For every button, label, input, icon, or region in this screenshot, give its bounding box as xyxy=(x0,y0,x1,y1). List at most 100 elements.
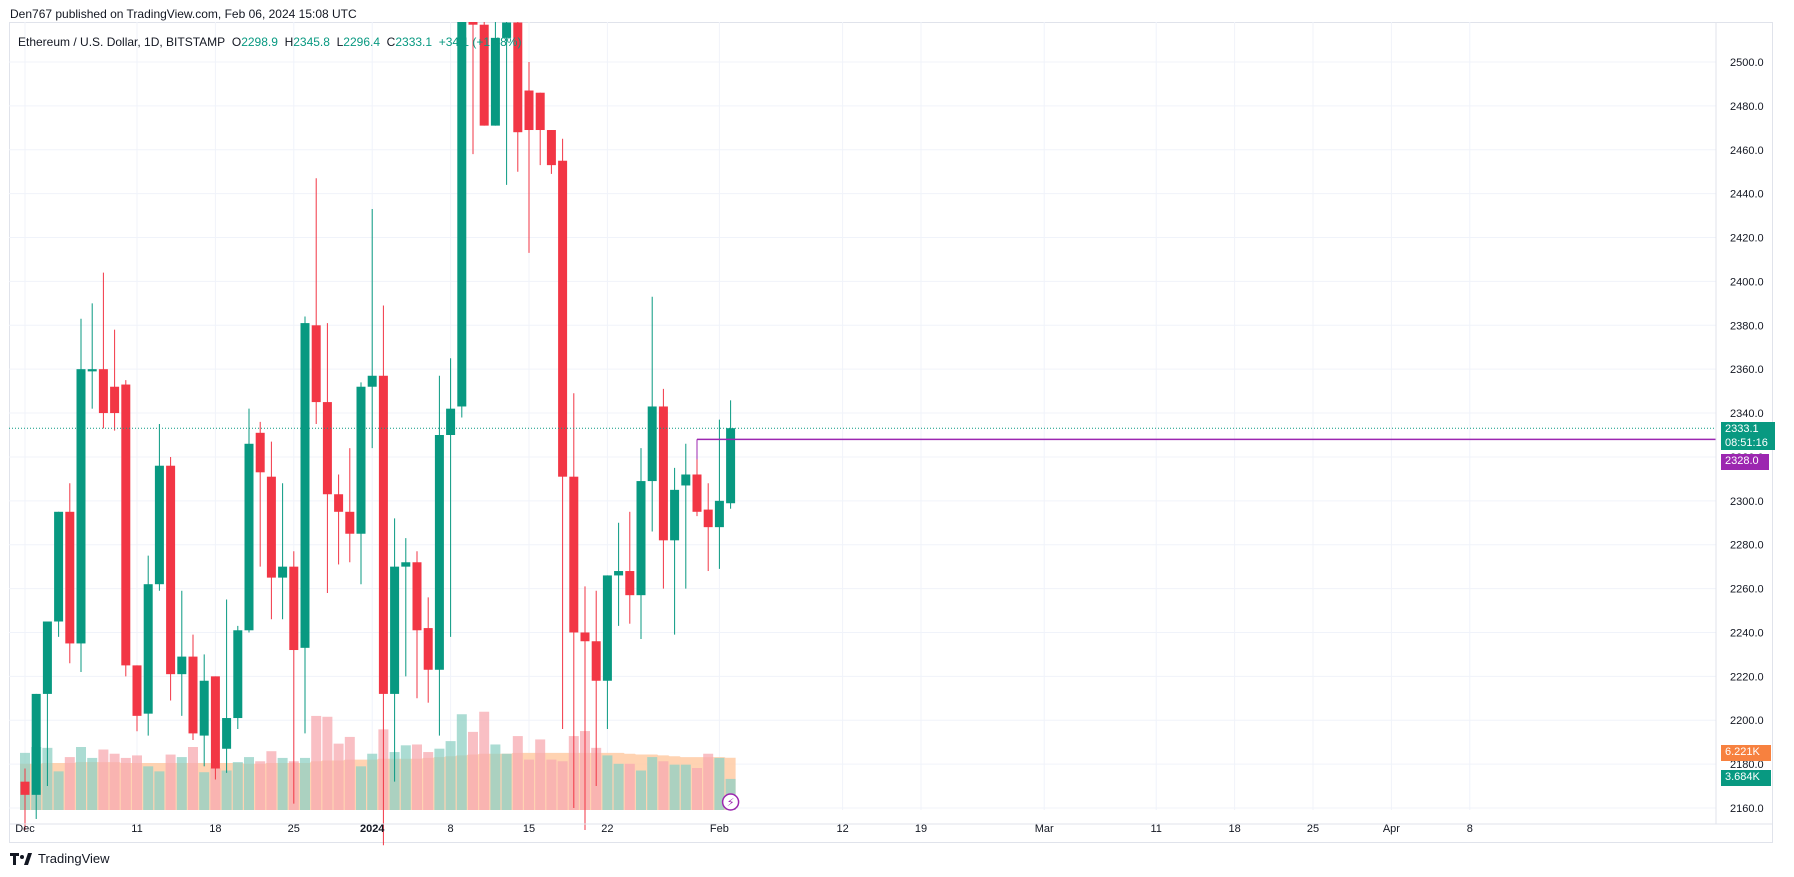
volume-bar xyxy=(300,757,310,810)
candle-body xyxy=(513,22,523,133)
time-tick-label: 22 xyxy=(601,823,613,835)
footer-brand[interactable]: TradingView xyxy=(10,851,110,866)
price-tick-label: 2280.0 xyxy=(1730,540,1764,552)
volume-bar xyxy=(64,757,75,810)
candle-body xyxy=(65,511,75,644)
volume-bar xyxy=(479,711,490,810)
price-tick-label: 2480.0 xyxy=(1730,101,1764,113)
time-tick-label: 11 xyxy=(131,823,142,835)
candle-body xyxy=(322,402,332,495)
brand-name: TradingView xyxy=(38,851,110,866)
volume-bar xyxy=(456,714,467,810)
candle-body xyxy=(31,693,41,795)
price-tick-label: 2260.0 xyxy=(1730,584,1764,596)
volume-bars xyxy=(20,711,736,810)
candle-body xyxy=(636,481,646,596)
candle-body xyxy=(54,511,64,622)
publisher-line: Den767 published on TradingView.com, Feb… xyxy=(10,7,357,21)
volume-bar xyxy=(692,768,702,810)
price-tick-label: 2160.0 xyxy=(1730,803,1764,815)
open-value: 2298.9 xyxy=(241,35,278,49)
candle-body xyxy=(20,781,30,795)
candle-body xyxy=(401,562,411,567)
candle-body xyxy=(591,641,601,681)
volume-bar xyxy=(311,715,322,810)
volume-bar xyxy=(199,772,210,810)
volume-tag: 3.684K xyxy=(1721,770,1771,786)
candle-body xyxy=(132,665,142,716)
candle-body xyxy=(434,435,444,670)
candle-body xyxy=(658,406,668,541)
candle-body xyxy=(334,494,344,512)
volume-bar xyxy=(535,739,546,810)
candle-body xyxy=(479,24,489,126)
price-axis[interactable]: 2160.0 2180.0 2200.0 2220.0 2240.0 2260.0 2280… xyxy=(1715,22,1764,824)
volume-bar xyxy=(322,716,333,810)
volume-bar xyxy=(176,757,187,810)
volume-bar xyxy=(524,759,534,810)
candle-body xyxy=(110,386,120,414)
last-price-tag: 2333.1 08:51:16 xyxy=(1721,422,1775,450)
volume-bar xyxy=(87,757,98,810)
volume-bar xyxy=(277,757,288,810)
time-tick-label: Feb xyxy=(710,823,729,835)
candle-body xyxy=(222,718,232,749)
volume-bar xyxy=(647,757,658,810)
candle-body xyxy=(177,656,187,675)
candle-body xyxy=(558,160,568,477)
time-tick-label: 8 xyxy=(448,823,454,835)
candle-body xyxy=(289,566,299,651)
lightning-icon xyxy=(721,793,740,811)
volume-bar xyxy=(490,744,501,810)
level-price-tag: 2328.0 xyxy=(1721,454,1769,470)
volume-bar xyxy=(143,766,154,810)
time-tick-label: 12 xyxy=(836,823,848,835)
volume-bar xyxy=(120,757,131,810)
volume-bar xyxy=(367,753,378,810)
volume-bar xyxy=(221,770,232,810)
candle-body xyxy=(457,22,467,407)
low-value: 2296.4 xyxy=(343,35,380,49)
price-tick-label: 2340.0 xyxy=(1730,408,1764,420)
low-label: L xyxy=(336,35,344,49)
candle-body xyxy=(76,369,86,644)
volume-bar xyxy=(602,755,613,810)
close-value: 2333.1 xyxy=(395,35,433,49)
price-tick-label: 2400.0 xyxy=(1730,276,1764,288)
volume-bar xyxy=(613,763,624,810)
candle-body xyxy=(166,465,176,675)
volume-bar xyxy=(188,747,198,810)
candle-body xyxy=(412,562,422,631)
volume-bar xyxy=(244,757,254,810)
candle-body xyxy=(154,465,164,585)
candle-body xyxy=(647,406,657,482)
candle-body xyxy=(390,566,400,694)
volume-bar xyxy=(356,766,366,810)
last-price-value: 2333.1 xyxy=(1725,423,1759,435)
candle-body xyxy=(210,676,220,769)
candle-body xyxy=(692,474,702,512)
grid-lines xyxy=(9,22,1716,810)
volume-bar xyxy=(714,757,725,810)
candle-body xyxy=(535,92,545,131)
volume-bar xyxy=(445,741,456,810)
candle-body xyxy=(614,571,624,576)
volume-bar xyxy=(98,749,109,810)
volume-bar xyxy=(423,752,434,810)
open-label: O xyxy=(231,35,242,49)
volume-bar xyxy=(76,747,86,810)
time-axis[interactable]: Dec 11 18 25 2024 8 15 22 Feb 12 19 Mar 11 18 25 Apr 8 xyxy=(9,823,1773,835)
volume-bar xyxy=(266,751,277,810)
ohlc-legend: Ethereum / U.S. Dollar, 1D, BITSTAMP O22… xyxy=(18,35,521,49)
volume-bar xyxy=(132,755,142,810)
time-tick-label: 2024 xyxy=(360,823,385,835)
candle-body xyxy=(726,428,736,504)
time-tick-label: Apr xyxy=(1383,823,1400,835)
volume-bar xyxy=(109,753,120,810)
candles xyxy=(20,22,736,846)
price-tick-label: 2500.0 xyxy=(1730,57,1764,69)
candle-body xyxy=(300,323,310,648)
price-tick-label: 2360.0 xyxy=(1730,364,1764,376)
high-value: 2345.8 xyxy=(293,35,330,49)
